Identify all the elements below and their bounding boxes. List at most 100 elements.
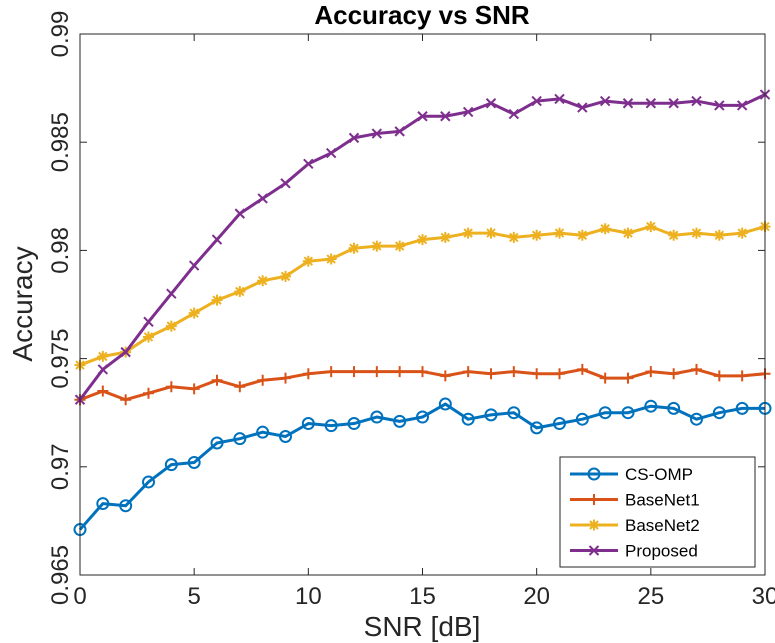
data-point-cs-omp-shape [575,412,589,426]
data-point-basenet1-shape [188,383,200,395]
data-point-proposed [462,106,474,118]
data-point-cs-omp-shape [279,430,292,444]
y-tick-label: 0.97 [47,443,74,490]
data-point-basenet1 [462,366,474,378]
data-point-basenet1 [554,368,565,380]
data-point-cs-omp [667,401,681,415]
data-point-cs-omp-shape [142,475,155,489]
data-point-cs-omp [553,417,566,431]
data-point-proposed-shape [691,95,702,107]
data-point-proposed-shape [462,106,474,118]
data-point-cs-omp-shape [712,406,726,420]
x-tick-label: 10 [295,583,322,610]
data-point-basenet2 [713,229,725,241]
data-point-cs-omp-shape [187,455,201,469]
data-point-basenet1-shape [508,366,520,378]
data-point-basenet1-shape [645,366,657,378]
data-point-basenet1 [302,368,314,380]
data-point-basenet2 [645,221,657,233]
data-point-basenet1 [576,363,588,375]
data-point-basenet1 [439,370,451,382]
data-point-cs-omp-shape [416,410,429,424]
data-point-cs-omp-shape [119,499,133,513]
y-tick-label: 0.965 [47,545,74,605]
y-tick-label: 0.975 [47,329,74,389]
data-point-basenet1 [371,366,383,378]
data-point-cs-omp [644,399,658,413]
data-point-basenet2 [599,223,611,235]
data-point-basenet2 [508,231,520,243]
data-point-proposed-shape [280,178,291,189]
data-point-proposed-shape [668,98,679,109]
data-point-basenet2-shape [280,270,291,282]
data-point-proposed-shape [599,95,611,107]
data-point-proposed [417,111,428,122]
data-point-cs-omp [119,499,133,513]
data-point-basenet1 [394,366,406,378]
data-point-basenet2 [554,227,565,239]
x-axis-label: SNR [dB] [364,611,481,642]
data-point-basenet2 [576,229,588,241]
data-point-basenet2 [691,227,702,239]
data-point-cs-omp-shape [233,432,247,446]
data-point-cs-omp [690,412,703,426]
data-point-proposed-shape [508,108,520,120]
data-point-basenet1 [165,381,177,393]
data-point-basenet1 [257,374,269,386]
data-point-basenet1 [97,385,109,397]
data-point-proposed-shape [97,364,109,375]
data-point-cs-omp-shape [621,406,635,420]
data-point-basenet1-shape [280,372,291,384]
data-point-basenet1-shape [371,366,383,378]
x-tick-label: 20 [523,583,550,610]
legend-swatch-marker-shape [588,519,600,531]
data-point-basenet2 [325,253,337,265]
data-point-proposed-shape [714,100,725,111]
data-point-cs-omp [210,436,224,450]
data-point-basenet2-shape [462,227,474,239]
data-point-cs-omp [256,425,270,439]
data-point-basenet1 [120,394,132,406]
data-point-basenet2 [165,320,177,332]
x-tick-label: 5 [187,583,200,610]
data-point-proposed-shape [257,193,268,204]
data-point-basenet1-shape [165,381,177,393]
data-point-proposed [143,316,154,328]
y-tick-label: 0.985 [47,112,74,172]
data-point-proposed [234,208,246,219]
data-point-basenet1-shape [394,366,406,378]
data-point-basenet2-shape [302,255,314,267]
data-point-basenet2 [188,307,200,319]
data-point-cs-omp [164,458,178,472]
data-point-cs-omp-shape [461,412,475,426]
data-point-proposed [485,98,497,109]
data-point-cs-omp [347,417,361,431]
data-point-basenet2 [736,227,748,239]
data-point-cs-omp [324,419,338,433]
legend-swatch-marker [588,519,600,531]
data-point-proposed-shape [394,126,405,137]
data-point-basenet2-shape [713,229,725,241]
data-point-basenet1 [485,368,497,380]
y-tick-label: 0.98 [47,227,74,274]
data-point-basenet2 [280,270,291,282]
axis-ticks: 0 5 10 15 20 25 30 0.965 0.97 0.975 0.98 0.985 0.99 [47,11,775,610]
data-point-basenet1 [280,372,291,384]
data-point-proposed [166,288,177,299]
data-point-proposed [303,158,314,170]
data-point-cs-omp-shape [735,401,749,415]
data-point-basenet1-shape [622,372,634,384]
data-point-cs-omp [416,410,429,424]
data-point-basenet2-shape [576,229,588,241]
legend-label: BaseNet1 [625,491,700,510]
data-point-basenet2-shape [165,320,177,332]
data-point-basenet2-shape [691,227,702,239]
data-point-basenet1 [645,366,657,378]
x-tick-label: 0 [73,583,86,610]
data-point-basenet1-shape [462,366,474,378]
data-point-cs-omp-shape [393,414,407,428]
data-point-cs-omp [712,406,726,420]
legend-item-basenet1: BaseNet1 [570,491,700,510]
data-point-basenet2 [302,255,314,267]
data-point-basenet2 [348,242,360,254]
